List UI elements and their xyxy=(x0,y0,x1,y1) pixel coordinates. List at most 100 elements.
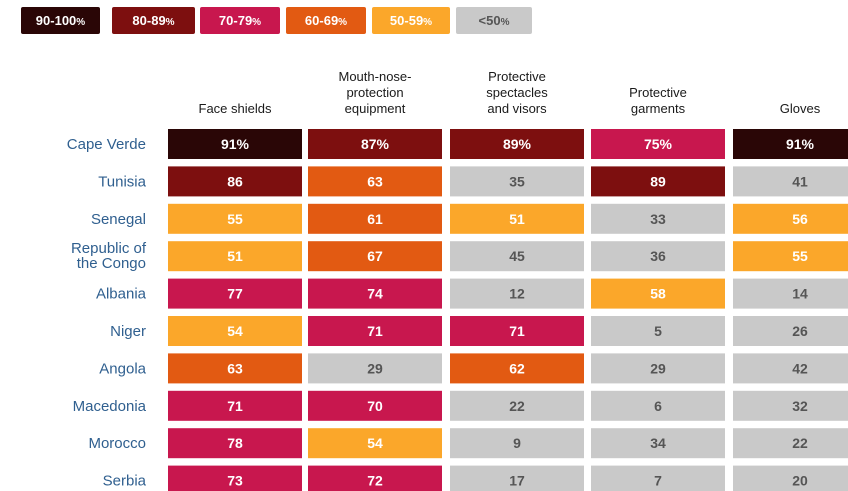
cell-value: 6 xyxy=(654,398,662,414)
table-cell xyxy=(450,465,584,491)
table-cell xyxy=(733,390,848,421)
cell-value: 42 xyxy=(792,360,808,376)
row-label-line: Serbia xyxy=(103,473,147,490)
cell-value: 34 xyxy=(650,435,666,451)
cell-value: 56 xyxy=(792,211,808,227)
cell-value: 32 xyxy=(792,398,808,414)
cell-value: 9 xyxy=(513,435,521,451)
legend-label: 80-89% xyxy=(132,13,174,28)
cell-value: 63 xyxy=(367,173,383,189)
cell-value: 33 xyxy=(650,211,666,227)
legend-label: 90-100% xyxy=(36,13,85,28)
row-label-line: Morocco xyxy=(88,435,146,452)
cell-value: 54 xyxy=(367,435,383,451)
table-cell xyxy=(168,278,302,309)
table-cell xyxy=(591,428,725,459)
legend-label: 70-79% xyxy=(219,13,261,28)
cell-value: 36 xyxy=(650,248,666,264)
table-cell xyxy=(591,316,725,346)
table-cell xyxy=(168,316,302,346)
legend-item: 50-59% xyxy=(372,7,450,34)
table-cell xyxy=(591,241,725,272)
legend-swatch xyxy=(21,7,100,34)
cell-value: 55 xyxy=(227,211,243,227)
legend-range: 70-79 xyxy=(219,13,252,28)
legend-percent: % xyxy=(501,17,510,28)
cell-value: 20 xyxy=(792,473,808,489)
cell-value: 73 xyxy=(227,473,243,489)
cell-value: 54 xyxy=(227,323,243,339)
cell-value: 14 xyxy=(792,286,808,302)
cell-value: 75% xyxy=(644,136,673,152)
cell-value: 71 xyxy=(509,323,525,339)
cell-value: 58 xyxy=(650,286,666,302)
table-cell xyxy=(450,316,584,346)
legend-range: 60-69 xyxy=(305,13,338,28)
table-cell xyxy=(308,428,442,459)
cell-value: 5 xyxy=(654,323,662,339)
row-label: Albania xyxy=(96,286,147,303)
cell-value: 62 xyxy=(509,360,525,376)
cell-value: 45 xyxy=(509,248,525,264)
cell-value: 71 xyxy=(367,323,383,339)
row-label-line: Cape Verde xyxy=(67,136,146,153)
legend-swatch xyxy=(200,7,280,34)
table-cell xyxy=(450,278,584,309)
table-cell xyxy=(591,390,725,421)
cell-value: 89% xyxy=(503,136,532,152)
row-label: Angola xyxy=(99,360,146,377)
table-row: Tunisia 86 63 35 89 41 xyxy=(98,166,848,197)
cell-value: 7 xyxy=(654,473,662,489)
table-cell xyxy=(450,203,584,234)
column-header-line: equipment xyxy=(345,101,406,116)
cell-value: 70 xyxy=(367,398,383,414)
legend-swatch xyxy=(372,7,450,34)
legend-label: 60-69% xyxy=(305,13,347,28)
table-cell xyxy=(168,428,302,459)
table-cell xyxy=(308,465,442,491)
cell-value: 12 xyxy=(509,286,525,302)
column-header: Protective spectacles and visors xyxy=(486,69,548,116)
table-row: Albania 77 74 12 58 14 xyxy=(96,278,848,309)
cell-value: 91% xyxy=(221,136,250,152)
column-header-line: Gloves xyxy=(780,101,821,116)
cell-value: 22 xyxy=(509,398,525,414)
table-cell xyxy=(450,428,584,459)
cell-value: 41 xyxy=(792,173,808,189)
table-cell xyxy=(450,166,584,197)
table-cell xyxy=(450,390,584,421)
row-label: Tunisia xyxy=(98,173,146,190)
row-label: Senegal xyxy=(91,211,146,228)
row-label-line: Albania xyxy=(96,286,147,303)
cell-value: 63 xyxy=(227,360,243,376)
table-cell xyxy=(168,465,302,491)
column-header: Face shields xyxy=(199,101,272,116)
column-header: Gloves xyxy=(780,101,821,116)
cell-value: 91% xyxy=(786,136,815,152)
cell-value: 61 xyxy=(367,211,383,227)
table-cell xyxy=(168,203,302,234)
legend-percent: % xyxy=(166,17,175,28)
column-header-line: Protective xyxy=(488,69,546,84)
row-label: Niger xyxy=(110,323,146,340)
table-cell xyxy=(168,241,302,272)
cell-value: 17 xyxy=(509,473,525,489)
cell-value: 74 xyxy=(367,286,383,302)
column-header-line: spectacles xyxy=(486,85,548,100)
table-cell xyxy=(733,129,848,159)
column-header-line: Face shields xyxy=(199,101,272,116)
table-cell xyxy=(733,428,848,459)
cell-value: 51 xyxy=(509,211,525,227)
legend-item: 80-89% xyxy=(112,7,195,34)
row-label-line: Niger xyxy=(110,323,146,340)
cell-value: 87% xyxy=(361,136,390,152)
cell-value: 26 xyxy=(792,323,808,339)
legend-item: <50% xyxy=(456,7,532,34)
table-cell xyxy=(308,278,442,309)
row-label: Serbia xyxy=(103,473,147,490)
legend-label: 50-59% xyxy=(390,13,432,28)
cell-value: 29 xyxy=(367,360,383,376)
cell-value: 35 xyxy=(509,173,525,189)
legend-range: 80-89 xyxy=(132,13,165,28)
table-cell xyxy=(450,129,584,159)
